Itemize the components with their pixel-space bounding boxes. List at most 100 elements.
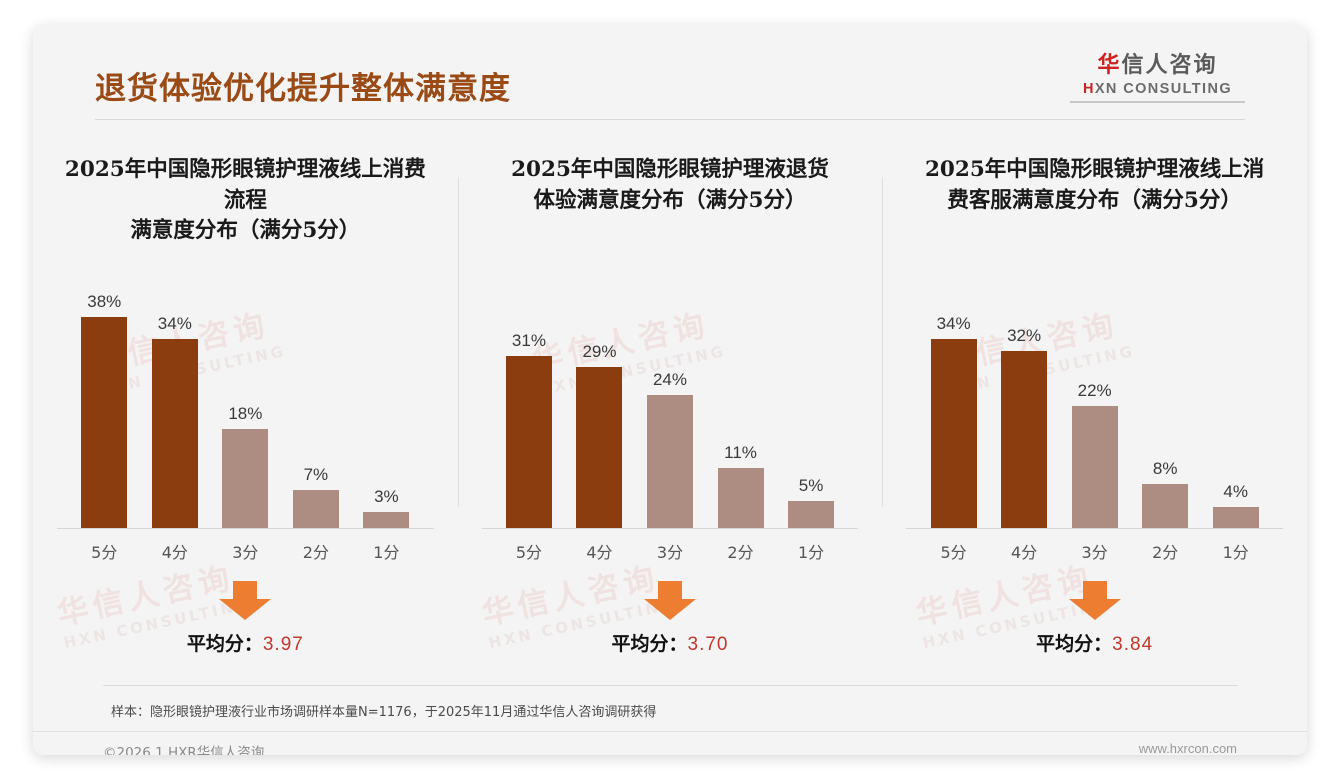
bar[interactable] xyxy=(930,339,977,529)
bar-value-label: 5% xyxy=(798,476,824,495)
logo-cn-rest: 信人咨询 xyxy=(1121,53,1218,78)
bar-item[interactable]: 18% xyxy=(212,274,279,529)
average-score-prefix: 平均分： xyxy=(186,633,263,655)
x-axis-tick-label: 5分 xyxy=(940,543,967,562)
chart-title-line2: 体验满意度分布（满分5分） xyxy=(533,187,807,213)
bar[interactable] xyxy=(717,468,764,529)
average-score-text: 平均分：3.84 xyxy=(1036,629,1153,656)
x-axis-tick-label: 2分 xyxy=(1152,543,1179,562)
page-title: 退货体验优化提升整体满意度 xyxy=(95,71,511,107)
x-axis-tick-label: 5分 xyxy=(91,543,118,562)
chart-title-line1: 2025年中国隐形眼镜护理液线上消 xyxy=(924,157,1265,182)
chart-title: 2025年中国隐形眼镜护理液退货 体验满意度分布（满分5分） xyxy=(472,155,869,225)
average-score-text: 平均分：3.97 xyxy=(187,629,304,656)
bar-value-label: 32% xyxy=(1007,326,1042,345)
logo-underline xyxy=(1070,101,1245,104)
down-arrow-icon xyxy=(1067,581,1123,621)
x-axis-line xyxy=(906,528,1283,529)
average-score-value: 3.97 xyxy=(262,634,304,655)
copyright-text: ©2026.1 HXR华信人咨询 xyxy=(103,745,265,755)
bar-value-label: 31% xyxy=(511,331,546,350)
bar[interactable] xyxy=(1142,484,1189,529)
average-score-value: 3.70 xyxy=(687,634,729,655)
bar[interactable] xyxy=(1001,351,1048,529)
average-score-block: 华信人咨询 HXN CONSULTING 平均分：3.84 xyxy=(896,560,1293,669)
bar-item[interactable]: 3% xyxy=(353,274,420,529)
bar-value-label: 22% xyxy=(1077,381,1112,400)
logo-chinese-text: 华信人咨询 xyxy=(1070,53,1245,78)
bar-group: 31% 29% 24% 11% 5% xyxy=(494,274,847,529)
x-axis-labels: 5分 4分 3分 2分 1分 xyxy=(918,539,1271,563)
bar[interactable] xyxy=(1212,507,1259,529)
panel-divider xyxy=(882,177,884,507)
x-axis-tick-label: 4分 xyxy=(586,543,613,562)
company-logo: 华信人咨询 HXN CONSULTING xyxy=(1070,53,1245,104)
x-axis-labels: 5分 4分 3分 2分 1分 xyxy=(494,539,847,563)
bar-value-label: 7% xyxy=(303,465,329,484)
bar-item[interactable]: 7% xyxy=(282,274,349,529)
bar[interactable] xyxy=(505,356,552,529)
bar-item[interactable]: 4% xyxy=(1202,274,1269,529)
footnote-divider xyxy=(103,685,1238,686)
bar-item[interactable]: 38% xyxy=(71,274,138,529)
bar-item[interactable]: 8% xyxy=(1132,274,1199,529)
chart-title: 2025年中国隐形眼镜护理液线上消 费客服满意度分布（满分5分） xyxy=(896,155,1293,225)
bar-value-label: 18% xyxy=(228,404,263,423)
x-axis-tick-label: 1分 xyxy=(373,543,400,562)
chart-title: 2025年中国隐形眼镜护理液线上消费流程 满意度分布（满分5分） xyxy=(47,155,444,243)
bar-value-label: 3% xyxy=(374,487,399,506)
bar-item[interactable]: 24% xyxy=(636,274,703,529)
bar-item[interactable]: 22% xyxy=(1061,274,1128,529)
bar[interactable] xyxy=(646,395,693,529)
bar[interactable] xyxy=(363,512,410,529)
bar-value-label: 8% xyxy=(1152,459,1178,478)
average-score-prefix: 平均分： xyxy=(611,633,688,655)
bar-group: 34% 32% 22% 8% 4% xyxy=(918,274,1271,529)
bar[interactable] xyxy=(576,367,623,529)
bar-value-label: 34% xyxy=(157,314,192,333)
x-axis-tick-label: 2分 xyxy=(727,543,754,562)
bar-value-label: 4% xyxy=(1223,482,1248,501)
down-arrow-icon xyxy=(642,581,698,621)
bar-item[interactable]: 29% xyxy=(566,274,633,529)
header-divider xyxy=(95,119,1245,120)
chart-title-line1: 2025年中国隐形眼镜护理液线上消费流程 xyxy=(64,157,426,213)
x-axis-labels: 5分 4分 3分 2分 1分 xyxy=(69,539,422,563)
bar-item[interactable]: 5% xyxy=(778,274,845,529)
bar[interactable] xyxy=(1071,406,1118,529)
bar-value-label: 11% xyxy=(724,443,757,462)
average-score-block: 华信人咨询 HXN CONSULTING 平均分：3.70 xyxy=(472,560,869,669)
bar[interactable] xyxy=(292,490,339,529)
bar-item[interactable]: 11% xyxy=(707,274,774,529)
bar-item[interactable]: 34% xyxy=(141,274,208,529)
footer-divider xyxy=(33,731,1307,732)
x-axis-tick-label: 3分 xyxy=(232,543,259,562)
bar-value-label: 24% xyxy=(652,370,687,389)
chart-title-line2: 费客服满意度分布（满分5分） xyxy=(947,187,1242,213)
average-score-block: 华信人咨询 HXN CONSULTING 平均分：3.97 xyxy=(47,560,444,669)
slide-header: 退货体验优化提升整体满意度 华信人咨询 HXN CONSULTING xyxy=(33,25,1307,123)
x-axis-tick-label: 3分 xyxy=(656,543,684,562)
logo-en-highlight: H xyxy=(1082,81,1095,98)
bar-item[interactable]: 31% xyxy=(495,274,562,529)
bar[interactable] xyxy=(81,317,128,529)
bar-item[interactable]: 34% xyxy=(920,274,987,529)
bar[interactable] xyxy=(788,501,835,529)
bar-group: 38% 34% 18% 7% 3% xyxy=(69,274,422,529)
bar[interactable] xyxy=(151,339,198,529)
x-axis-line xyxy=(57,528,434,529)
bar-item[interactable]: 32% xyxy=(991,274,1058,529)
x-axis-tick-label: 3分 xyxy=(1081,543,1108,562)
logo-cn-highlight: 华 xyxy=(1097,53,1122,78)
bar[interactable] xyxy=(222,429,269,529)
chart-plot-area: 华信人咨询 HXN CONSULTING 31% 29% 24% 11% 5% 5分 4分 3分 2… xyxy=(472,261,869,571)
x-axis-tick-label: 1分 xyxy=(1222,543,1249,562)
x-axis-line xyxy=(481,528,859,529)
bar-value-label: 29% xyxy=(582,342,617,361)
x-axis-tick-label: 4分 xyxy=(1011,543,1038,562)
x-axis-tick-label: 1分 xyxy=(797,543,825,562)
